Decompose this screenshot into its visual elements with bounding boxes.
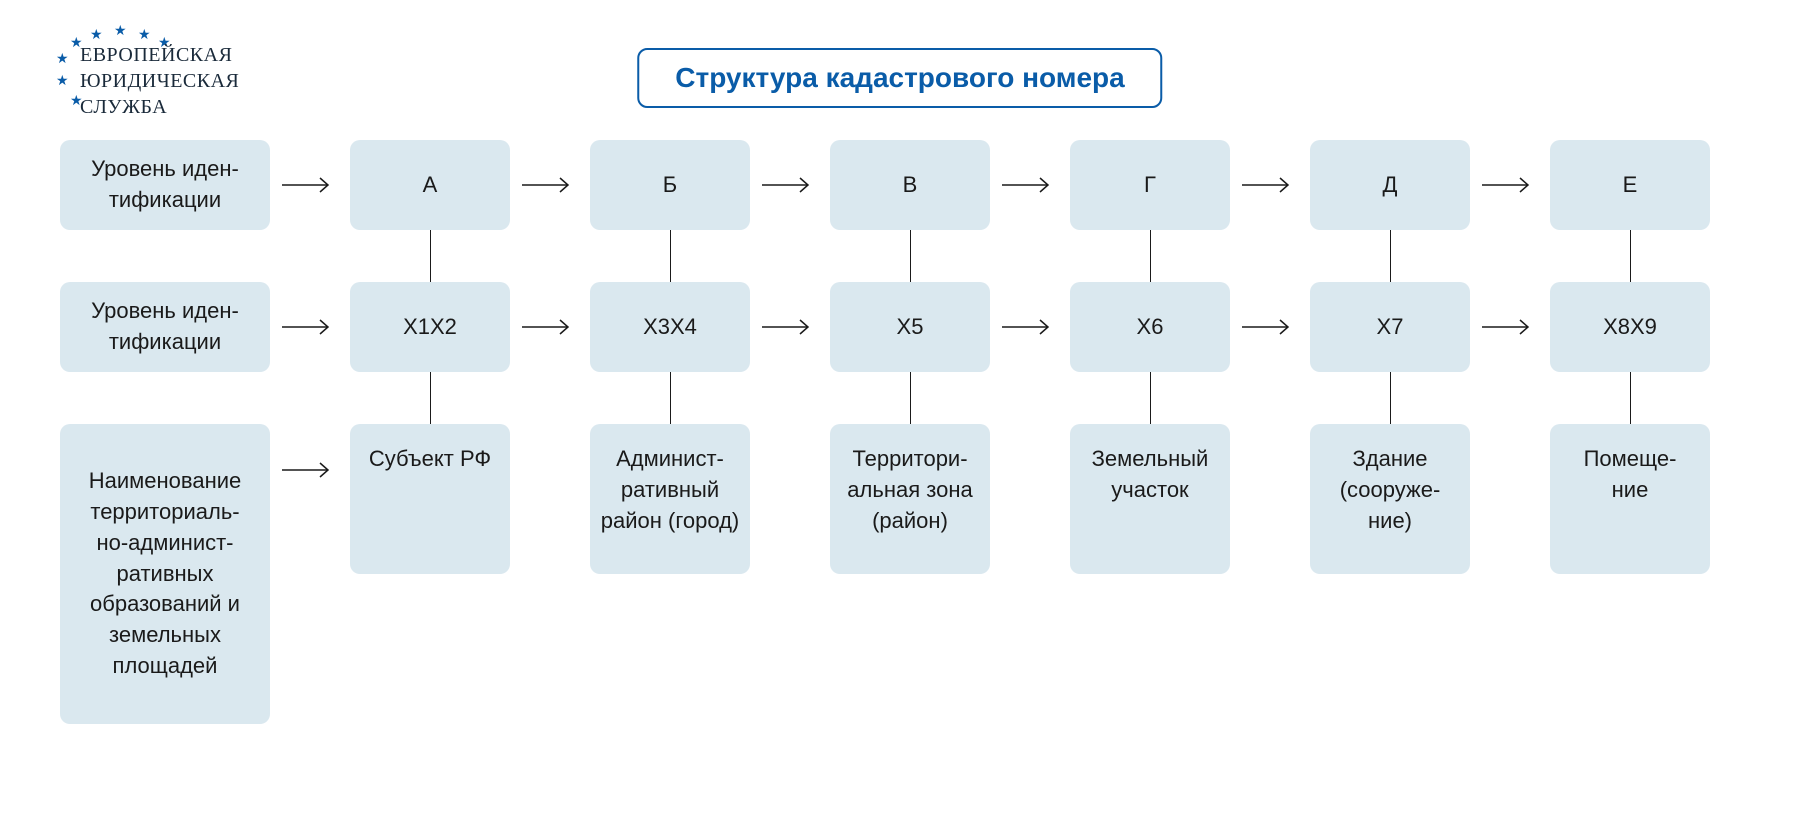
row2-cell-5: Х8Х9	[1550, 282, 1710, 372]
arrow-icon	[1230, 140, 1310, 230]
diagram-title: Структура кадастрового номера	[637, 48, 1162, 108]
row2-cell-3: Х6	[1070, 282, 1230, 372]
vconnector-2-3	[60, 372, 1740, 424]
vconnector-1-2	[60, 230, 1740, 282]
brand-logo: ★ ★ ★ ★ ★ ★ ★ ★ ЕВРОПЕЙСКАЯ ЮРИДИЧЕСКАЯ …	[60, 28, 180, 108]
diagram-row-3: Наименование территориаль-но-админист-ра…	[60, 424, 1740, 724]
diagram-row-2: Уровень иден-тификации Х1Х2 Х3Х4 Х5 Х6 Х…	[60, 282, 1740, 372]
row2-cell-2: Х5	[830, 282, 990, 372]
logo-text-line1: ЕВРОПЕЙСКАЯ	[80, 42, 239, 68]
arrow-icon	[270, 140, 350, 230]
row1-cell-a: А	[350, 140, 510, 230]
diagram: Уровень иден-тификации А Б В Г Д Е Урове…	[60, 140, 1740, 724]
row3-cell-2: Территори-альная зона (район)	[830, 424, 990, 574]
row3-cell-1: Админист-ративный район (город)	[590, 424, 750, 574]
diagram-row-1: Уровень иден-тификации А Б В Г Д Е	[60, 140, 1740, 230]
row3-cell-3: Земельный участок	[1070, 424, 1230, 574]
row2-label: Уровень иден-тификации	[60, 282, 270, 372]
row1-cell-d: Д	[1310, 140, 1470, 230]
arrow-icon	[1470, 282, 1550, 372]
arrow-icon	[270, 282, 350, 372]
arrow-icon	[750, 140, 830, 230]
arrow-icon	[1230, 282, 1310, 372]
row2-cell-4: Х7	[1310, 282, 1470, 372]
arrow-icon	[1470, 140, 1550, 230]
logo-text-line2: ЮРИДИЧЕСКАЯ	[80, 68, 239, 94]
arrow-icon	[270, 424, 350, 724]
arrow-icon	[510, 282, 590, 372]
arrow-icon	[750, 282, 830, 372]
row1-cell-v: В	[830, 140, 990, 230]
row3-cell-5: Помеще-ние	[1550, 424, 1710, 574]
row2-cell-1: Х3Х4	[590, 282, 750, 372]
row1-cell-g: Г	[1070, 140, 1230, 230]
row1-label: Уровень иден-тификации	[60, 140, 270, 230]
row3-cell-0: Субъект РФ	[350, 424, 510, 574]
arrow-icon	[510, 140, 590, 230]
row3-cell-4: Здание (сооруже-ние)	[1310, 424, 1470, 574]
row1-cell-e: Е	[1550, 140, 1710, 230]
row3-label: Наименование территориаль-но-админист-ра…	[60, 424, 270, 724]
arrow-icon	[990, 140, 1070, 230]
arrow-icon	[990, 282, 1070, 372]
row1-cell-b: Б	[590, 140, 750, 230]
row2-cell-0: Х1Х2	[350, 282, 510, 372]
logo-text-line3: СЛУЖБА	[80, 94, 239, 120]
